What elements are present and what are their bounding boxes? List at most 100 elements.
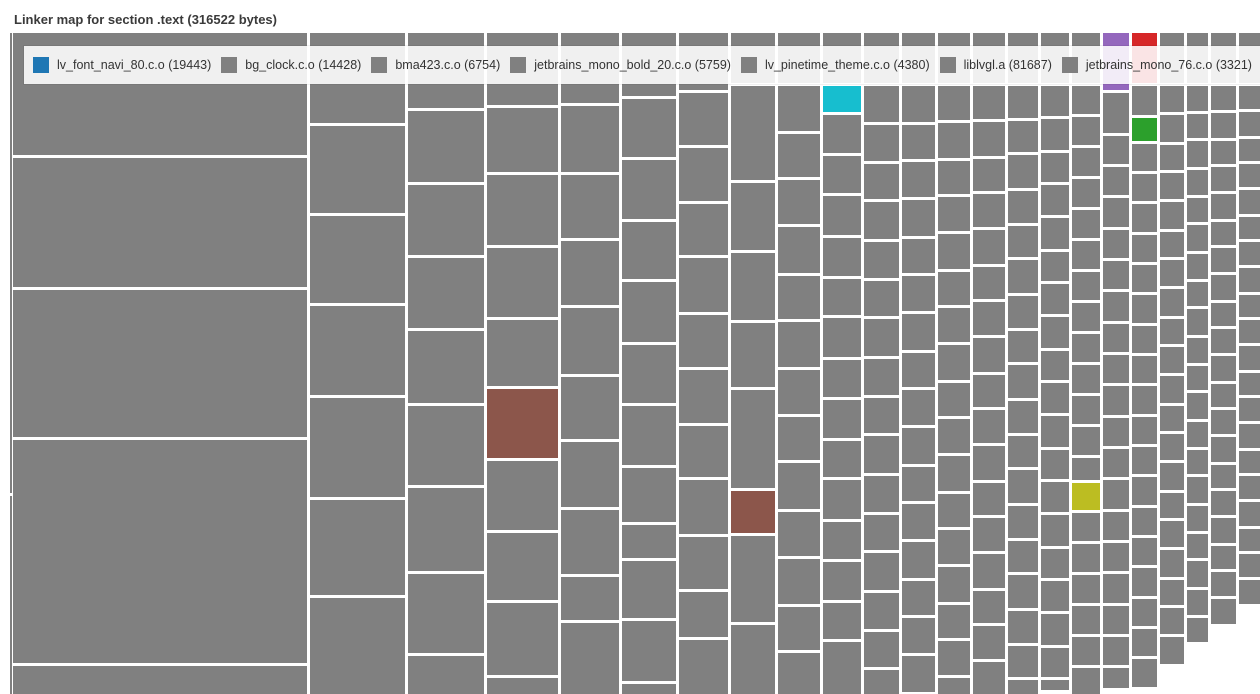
treemap-cell[interactable] — [902, 276, 935, 311]
treemap-cell[interactable] — [938, 234, 970, 269]
treemap-cell[interactable] — [408, 574, 484, 653]
treemap-cell[interactable] — [902, 581, 935, 615]
treemap-cell[interactable] — [1132, 568, 1157, 596]
treemap-cell[interactable] — [864, 398, 899, 433]
treemap-cell[interactable] — [864, 242, 899, 278]
treemap-cell[interactable] — [1072, 396, 1100, 424]
treemap-cell[interactable] — [938, 641, 970, 675]
treemap-cell[interactable] — [1008, 365, 1038, 398]
treemap-cell[interactable] — [622, 621, 676, 681]
treemap-cell[interactable] — [823, 522, 861, 559]
treemap-cell[interactable] — [1160, 173, 1184, 199]
treemap-cell[interactable] — [1211, 356, 1236, 381]
treemap-cell[interactable] — [1160, 376, 1184, 403]
treemap-cell[interactable] — [938, 567, 970, 602]
treemap-cell[interactable] — [973, 591, 1005, 623]
treemap-cell[interactable] — [731, 253, 775, 320]
treemap-cell[interactable] — [679, 204, 728, 255]
treemap-cell[interactable] — [561, 377, 619, 439]
treemap-cell[interactable] — [1132, 265, 1157, 292]
treemap-cell[interactable] — [1103, 606, 1129, 634]
treemap-cell[interactable] — [864, 202, 899, 239]
treemap-cell[interactable] — [1072, 272, 1100, 300]
treemap-cell[interactable] — [902, 656, 935, 692]
treemap-cell[interactable] — [1187, 309, 1208, 335]
treemap-cell[interactable] — [1008, 680, 1038, 694]
treemap-cell[interactable] — [1103, 93, 1129, 133]
treemap-cell[interactable] — [1160, 115, 1184, 142]
treemap-cell[interactable] — [622, 406, 676, 465]
treemap-cell[interactable] — [487, 175, 558, 245]
treemap-cell[interactable] — [10, 496, 12, 694]
treemap-cell[interactable] — [731, 625, 775, 694]
treemap-cell[interactable] — [1239, 320, 1260, 343]
treemap-cell[interactable] — [731, 491, 775, 533]
treemap-cell[interactable] — [561, 510, 619, 574]
treemap-cell[interactable] — [408, 406, 484, 485]
treemap-cell[interactable] — [864, 359, 899, 395]
treemap-cell[interactable] — [1239, 112, 1260, 136]
treemap-cell[interactable] — [1211, 141, 1236, 164]
treemap-cell[interactable] — [1008, 86, 1038, 118]
treemap-cell[interactable] — [1211, 599, 1236, 624]
treemap-cell[interactable] — [1132, 356, 1157, 383]
treemap-cell[interactable] — [1008, 506, 1038, 538]
treemap-cell[interactable] — [1211, 194, 1236, 219]
treemap-cell[interactable] — [1008, 260, 1038, 293]
treemap-cell[interactable] — [679, 480, 728, 534]
treemap-cell[interactable] — [622, 99, 676, 157]
treemap-cell[interactable] — [823, 279, 861, 315]
treemap-cell[interactable] — [13, 666, 307, 694]
treemap-cell[interactable] — [561, 175, 619, 238]
treemap-cell[interactable] — [731, 183, 775, 250]
treemap-cell[interactable] — [902, 239, 935, 273]
treemap-cell[interactable] — [1160, 289, 1184, 316]
treemap-cell[interactable] — [823, 196, 861, 235]
treemap-cell[interactable] — [1072, 86, 1100, 114]
treemap-cell[interactable] — [1187, 141, 1208, 167]
treemap-cell[interactable] — [1072, 544, 1100, 572]
treemap-cell[interactable] — [731, 86, 775, 180]
treemap-cell[interactable] — [1211, 167, 1236, 191]
treemap-cell[interactable] — [487, 389, 558, 458]
treemap-cell[interactable] — [1041, 119, 1069, 150]
treemap-cell[interactable] — [1103, 449, 1129, 477]
treemap-cell[interactable] — [1160, 521, 1184, 547]
treemap-cell[interactable] — [973, 554, 1005, 588]
treemap-cell[interactable] — [487, 603, 558, 675]
treemap-cell[interactable] — [1041, 284, 1069, 314]
treemap-cell[interactable] — [1187, 225, 1208, 251]
treemap-cell[interactable] — [622, 468, 676, 522]
treemap-cell[interactable] — [1239, 346, 1260, 370]
treemap-cell[interactable] — [13, 440, 307, 663]
treemap-cell[interactable] — [864, 164, 899, 199]
treemap-cell[interactable] — [1211, 329, 1236, 353]
treemap-cell[interactable] — [823, 400, 861, 438]
treemap-cell[interactable] — [864, 515, 899, 550]
treemap-cell[interactable] — [778, 322, 820, 367]
treemap-cell[interactable] — [1187, 282, 1208, 306]
treemap-cell[interactable] — [864, 632, 899, 667]
treemap-cell[interactable] — [938, 678, 970, 694]
treemap-cell[interactable] — [622, 345, 676, 403]
treemap-cell[interactable] — [823, 360, 861, 397]
treemap-cell[interactable] — [1041, 86, 1069, 116]
treemap-cell[interactable] — [1239, 295, 1260, 317]
treemap-cell[interactable] — [1160, 86, 1184, 112]
treemap-cell[interactable] — [1160, 232, 1184, 257]
treemap-cell[interactable] — [731, 390, 775, 488]
treemap-cell[interactable] — [1072, 668, 1100, 694]
treemap-cell[interactable] — [1132, 204, 1157, 232]
treemap-cell[interactable] — [10, 33, 12, 493]
treemap-cell[interactable] — [973, 302, 1005, 335]
treemap-cell[interactable] — [487, 678, 558, 694]
treemap-cell[interactable] — [1041, 614, 1069, 645]
treemap-cell[interactable] — [1160, 406, 1184, 431]
treemap-cell[interactable] — [938, 345, 970, 380]
treemap-cell[interactable] — [679, 258, 728, 312]
treemap-cell[interactable] — [1041, 515, 1069, 546]
treemap-cell[interactable] — [1072, 334, 1100, 362]
treemap-cell[interactable] — [1008, 191, 1038, 223]
treemap-cell[interactable] — [1041, 218, 1069, 249]
treemap-cell[interactable] — [1103, 136, 1129, 164]
